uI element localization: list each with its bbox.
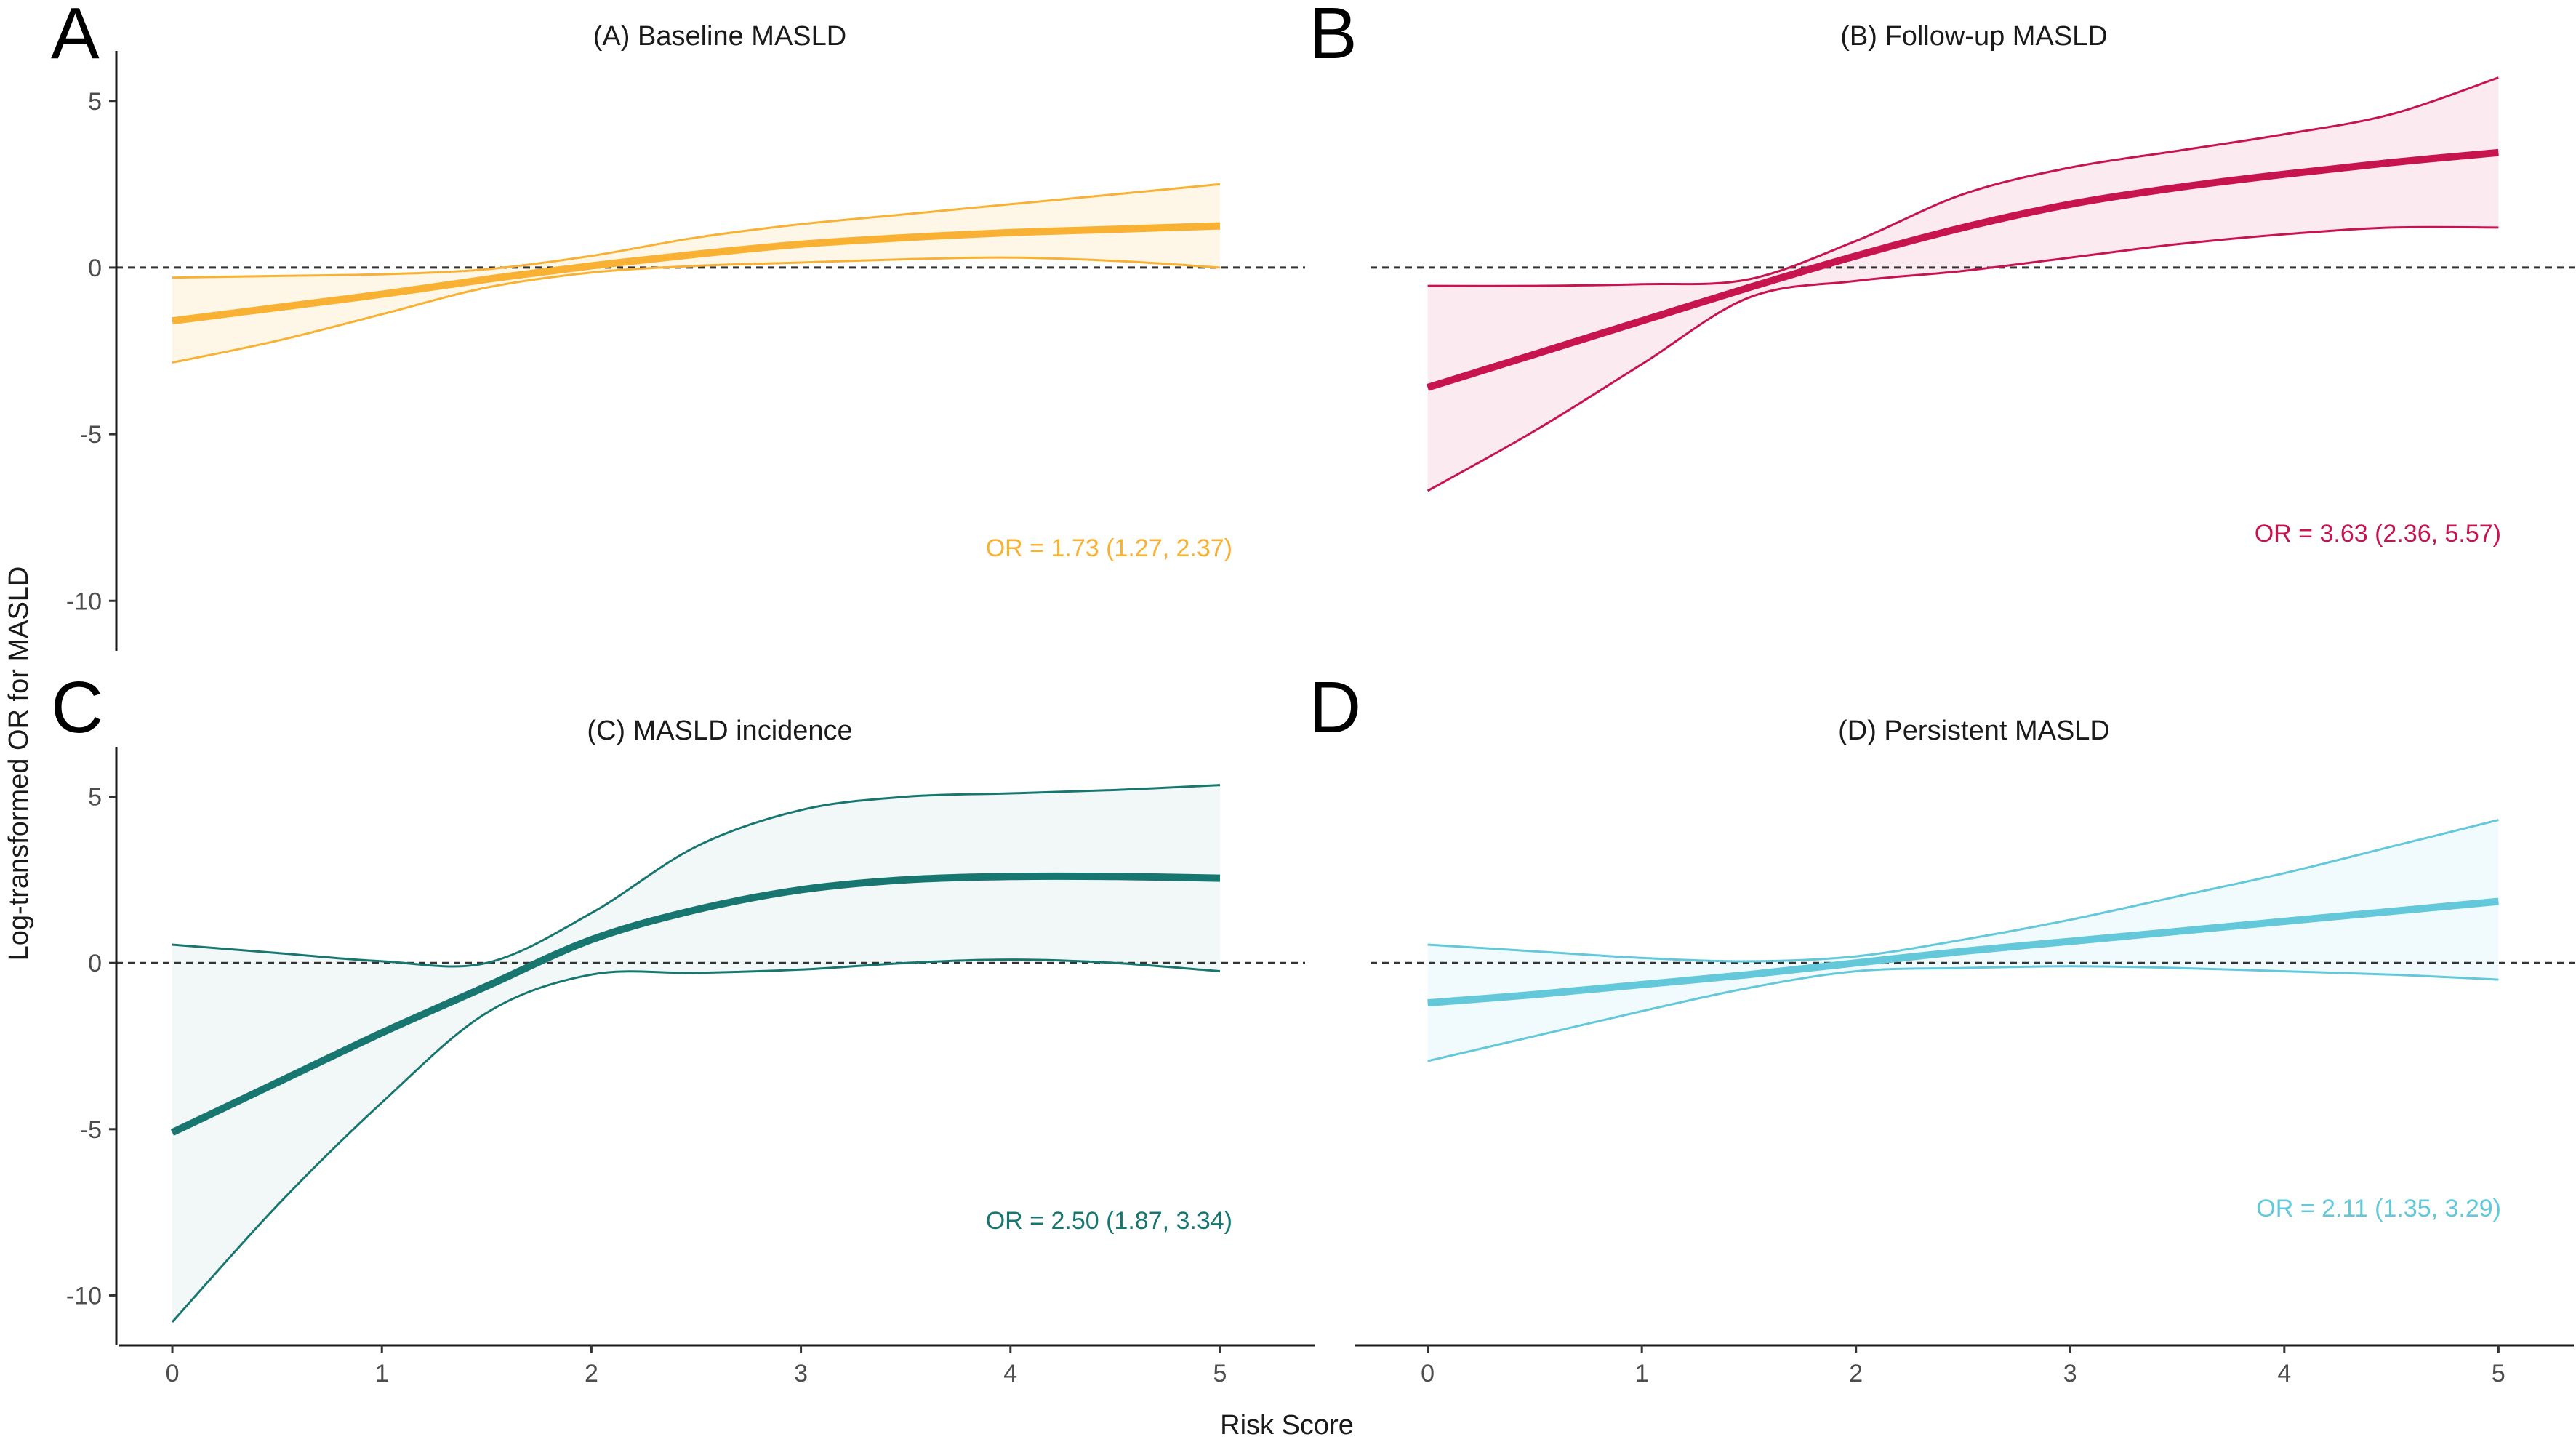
upper-ci-line bbox=[1427, 76, 2499, 287]
x-tick-label: 0 bbox=[166, 1360, 180, 1387]
panel-letter: B bbox=[1309, 0, 1357, 74]
x-tick-label: 5 bbox=[2492, 1360, 2505, 1387]
y-tick-label: -5 bbox=[80, 421, 102, 449]
upper-ci-line bbox=[172, 784, 1221, 968]
y-tick-label: -10 bbox=[66, 588, 102, 615]
panel-title: (A) Baseline MASLD bbox=[593, 21, 846, 52]
y-tick-label: -5 bbox=[80, 1116, 102, 1144]
or-annotation: OR = 1.73 (1.27, 2.37) bbox=[986, 534, 1232, 562]
x-tick-label: 2 bbox=[585, 1360, 598, 1387]
panel-c: 5 0 -5 -10 0 1 2 3 4 5 (C) MASLD incidence C OR = 2.… bbox=[51, 667, 1315, 1387]
panel-title: (B) Follow-up MASLD bbox=[1840, 21, 2107, 52]
panel-a: 5 0 -5 -10 (A) Baseline MASLD A OR = 1.73 (1.2… bbox=[51, 0, 1305, 651]
panel-letter: C bbox=[51, 667, 103, 748]
panel-d: 0 1 2 3 4 5 (D) Persistent MASLD D OR = 2.11 (1.… bbox=[1309, 667, 2576, 1387]
lower-ci-line bbox=[1427, 225, 2499, 492]
upper-ci-line bbox=[172, 183, 1221, 279]
y-tick-label: 5 bbox=[88, 88, 102, 116]
panel-title: (C) MASLD incidence bbox=[587, 716, 852, 746]
x-tick-label: 3 bbox=[794, 1360, 808, 1387]
estimate-line bbox=[170, 872, 1221, 1136]
x-tick-label: 1 bbox=[375, 1360, 389, 1387]
upper-ci-line bbox=[1427, 819, 2499, 963]
lower-ci-line bbox=[171, 958, 1221, 1323]
lower-ci-line bbox=[172, 256, 1221, 364]
x-tick-label: 5 bbox=[1213, 1360, 1227, 1387]
estimate-line bbox=[1427, 148, 2499, 391]
lower-ci-line bbox=[1427, 965, 2499, 1062]
shared-x-axis-title: Risk Score bbox=[1220, 1410, 1354, 1441]
x-tick-label: 4 bbox=[1003, 1360, 1017, 1387]
y-tick-label: 0 bbox=[88, 255, 102, 282]
ci-band bbox=[172, 184, 1220, 363]
panel-letter: A bbox=[51, 0, 100, 74]
y-tick-label: 0 bbox=[88, 950, 102, 977]
or-annotation: OR = 3.63 (2.36, 5.57) bbox=[2255, 520, 2501, 548]
x-tick-label: 3 bbox=[2063, 1360, 2077, 1387]
or-annotation: OR = 2.50 (1.87, 3.34) bbox=[986, 1207, 1232, 1235]
panel-b: (B) Follow-up MASLD B OR = 3.63 (2.36, 5.5… bbox=[1309, 0, 2576, 548]
shared-y-axis-title: Log-transformed OR for MASLD bbox=[4, 566, 34, 961]
x-tick-label: 2 bbox=[1849, 1360, 1863, 1387]
estimate-line bbox=[1427, 897, 2499, 1007]
y-tick-label: 5 bbox=[88, 784, 102, 812]
panel-letter: D bbox=[1309, 667, 1361, 748]
panels: 5 0 -5 -10 (A) Baseline MASLD A OR = 1.73 (1.2… bbox=[51, 0, 2576, 1387]
estimate-line bbox=[172, 222, 1221, 325]
y-tick-label: -10 bbox=[66, 1282, 102, 1310]
x-tick-label: 4 bbox=[2277, 1360, 2291, 1387]
x-tick-label: 1 bbox=[1635, 1360, 1649, 1387]
or-annotation: OR = 2.11 (1.35, 3.29) bbox=[2256, 1195, 2501, 1222]
x-tick-label: 0 bbox=[1421, 1360, 1435, 1387]
panel-title: (D) Persistent MASLD bbox=[1838, 716, 2110, 746]
ci-band bbox=[172, 785, 1220, 1322]
